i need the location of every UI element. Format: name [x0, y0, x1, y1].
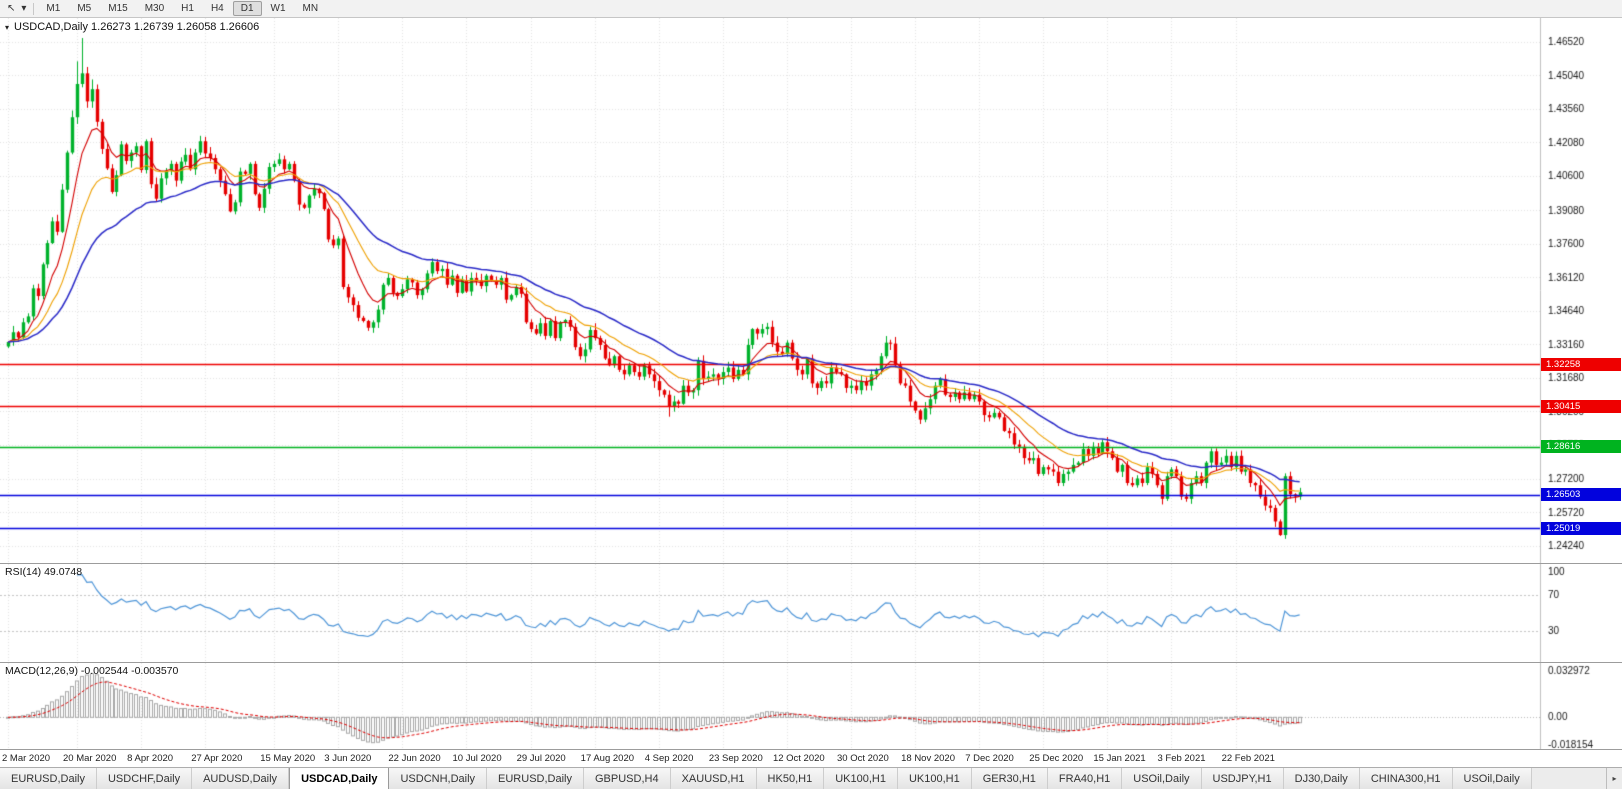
- chart-tab-dj30-daily[interactable]: DJ30,Daily: [1283, 768, 1360, 789]
- timeframe-button-h1[interactable]: H1: [173, 1, 202, 16]
- chart-title: ▾ USDCAD,Daily 1.26273 1.26739 1.26058 1…: [5, 21, 259, 33]
- tab-scroll-right-icon[interactable]: ▸: [1606, 768, 1622, 789]
- macd-label: MACD(12,26,9) -0.002544 -0.003570: [5, 665, 179, 677]
- date-axis-label: 22 Jun 2020: [388, 753, 441, 764]
- chevron-down-icon[interactable]: ▾: [21, 2, 27, 14]
- date-axis-label: 10 Jul 2020: [452, 753, 502, 764]
- chart-tab-hk50-h1[interactable]: HK50,H1: [756, 768, 825, 789]
- date-axis-label: 8 Apr 2020: [127, 753, 174, 764]
- macd-panel: MACD(12,26,9) -0.002544 -0.003570: [0, 663, 1622, 749]
- chart-tab-bar: EURUSD,Daily USDCHF,Daily AUDUSD,Daily USDC…: [0, 767, 1622, 789]
- date-axis[interactable]: 2 Mar 2020 20 Mar 2020 8 Apr 2020 27 Apr 20…: [0, 749, 1622, 767]
- timeframe-button-w1[interactable]: W1: [263, 1, 294, 16]
- chart-tab-uk100-h1[interactable]: UK100,H1: [824, 768, 898, 789]
- chart-tab-eurusd-daily[interactable]: EURUSD,Daily: [487, 768, 584, 789]
- level-price-label: 1.28616: [1541, 440, 1621, 454]
- date-axis-label: 23 Sep 2020: [708, 753, 763, 764]
- timeframe-button-m30[interactable]: M30: [137, 1, 172, 16]
- chart-tab-usoil-daily[interactable]: USOil,Daily: [1452, 768, 1532, 789]
- chart-tab-usdchf-daily[interactable]: USDCHF,Daily: [96, 768, 193, 789]
- timeframe-button-m1[interactable]: M1: [38, 1, 68, 16]
- chart-ohlc-text: USDCAD,Daily 1.26273 1.26739 1.26058 1.2…: [14, 21, 260, 33]
- main-chart-area: ▾ USDCAD,Daily 1.26273 1.26739 1.26058 1…: [0, 18, 1622, 563]
- date-axis-label: 20 Mar 2020: [63, 753, 117, 764]
- cursor-icon[interactable]: ↖: [7, 2, 16, 14]
- chart-tab-usoil-daily[interactable]: USOil,Daily: [1122, 768, 1202, 789]
- level-price-label: 1.32258: [1541, 357, 1621, 371]
- date-axis-label: 7 Dec 2020: [965, 753, 1014, 764]
- date-axis-label: 2 Mar 2020: [2, 753, 51, 764]
- toolbar-separator: [33, 2, 35, 15]
- date-axis-label: 30 Oct 2020: [837, 753, 889, 764]
- chart-tab-usdcad-daily[interactable]: USDCAD,Daily: [289, 768, 390, 789]
- date-axis-label: 12 Oct 2020: [772, 753, 825, 764]
- main-chart-canvas[interactable]: [0, 18, 1622, 563]
- date-axis-label: 22 Feb 2021: [1221, 753, 1275, 764]
- date-axis-label: 3 Feb 2021: [1157, 753, 1206, 764]
- panel-splitter[interactable]: [0, 563, 1622, 564]
- rsi-label: RSI(14) 49.0748: [5, 566, 83, 578]
- date-axis-label: 15 Jan 2021: [1093, 753, 1146, 764]
- date-axis-label: 25 Dec 2020: [1029, 753, 1084, 764]
- date-axis-label: 18 Nov 2020: [901, 753, 955, 764]
- timeframe-button-mn[interactable]: MN: [295, 1, 327, 16]
- collapse-arrow-icon[interactable]: ▾: [5, 22, 10, 32]
- chart-tab-usdjpy-h1[interactable]: USDJPY,H1: [1201, 768, 1284, 789]
- rsi-panel: RSI(14) 49.0748: [0, 564, 1622, 662]
- timeframe-toolbar: ↖ ▾ M1 M5 M15 M30 H1 H4 D1 W1 MN: [0, 0, 1622, 18]
- level-price-label: 1.30415: [1541, 399, 1621, 413]
- level-price-label: 1.26503: [1541, 488, 1621, 502]
- date-axis-label: 17 Aug 2020: [580, 753, 635, 764]
- chart-tab-gbpusd-h4[interactable]: GBPUSD,H4: [584, 768, 671, 789]
- chart-tab-eurusd-daily[interactable]: EURUSD,Daily: [0, 768, 97, 789]
- chart-tab-audusd-daily[interactable]: AUDUSD,Daily: [192, 768, 290, 789]
- level-price-label: 1.25019: [1541, 521, 1621, 535]
- chart-tab-xauusd-h1[interactable]: XAUUSD,H1: [670, 768, 757, 789]
- timeframe-button-m15[interactable]: M15: [100, 1, 135, 16]
- chart-tab-ger30-h1[interactable]: GER30,H1: [971, 768, 1048, 789]
- timeframe-button-m5[interactable]: M5: [69, 1, 99, 16]
- panel-splitter[interactable]: [0, 662, 1622, 663]
- chart-tab-usdcnh-daily[interactable]: USDCNH,Daily: [389, 768, 488, 789]
- date-axis-label: 3 Jun 2020: [324, 753, 372, 764]
- macd-canvas[interactable]: [0, 663, 1622, 749]
- chart-tab-fra40-h1[interactable]: FRA40,H1: [1047, 768, 1123, 789]
- timeframe-buttons: M1 M5 M15 M30 H1 H4 D1 W1 MN: [38, 1, 326, 16]
- timeframe-button-h4[interactable]: H4: [203, 1, 232, 16]
- chart-tab-uk100-h1[interactable]: UK100,H1: [897, 768, 972, 789]
- rsi-canvas[interactable]: [0, 564, 1622, 662]
- date-axis-label: 27 Apr 2020: [191, 753, 243, 764]
- date-axis-label: 15 May 2020: [260, 753, 316, 764]
- chart-tabs: EURUSD,Daily USDCHF,Daily AUDUSD,Daily USDC…: [0, 768, 1532, 789]
- date-axis-label: 4 Sep 2020: [644, 753, 694, 764]
- date-axis-label: 29 Jul 2020: [516, 753, 566, 764]
- timeframe-button-d1[interactable]: D1: [232, 1, 262, 16]
- chart-tab-china300-h1[interactable]: CHINA300,H1: [1359, 768, 1453, 789]
